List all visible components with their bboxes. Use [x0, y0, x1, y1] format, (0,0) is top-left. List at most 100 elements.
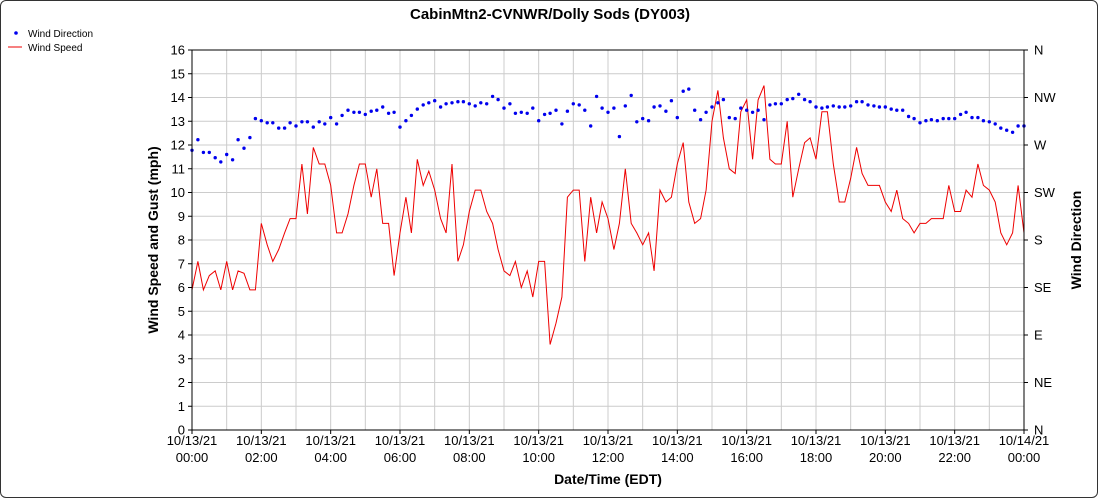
wind-direction-point — [323, 122, 327, 126]
y-tick-label: 12 — [171, 138, 185, 153]
wind-direction-point — [225, 152, 229, 157]
y-tick-label: 5 — [178, 304, 185, 319]
wind-direction-point — [589, 124, 593, 128]
wind-direction-point — [623, 104, 627, 108]
wind-direction-point — [317, 120, 321, 124]
wind-direction-point — [635, 120, 639, 124]
x-tick-date: 10/13/21 — [860, 433, 911, 448]
wind-direction-point — [750, 110, 755, 115]
wind-direction-point — [716, 101, 720, 105]
wind-direction-point — [727, 115, 731, 120]
wind-direction-point — [958, 112, 963, 117]
wind-direction-point — [872, 104, 876, 108]
wind-direction-point — [877, 105, 882, 109]
wind-speed-series — [191, 85, 1025, 345]
wind-direction-point — [253, 116, 258, 121]
wind-direction-point — [721, 97, 726, 102]
wind-direction-point — [837, 105, 841, 109]
wind-direction-point — [363, 112, 367, 117]
legend-direction-marker — [14, 31, 18, 35]
y2-tick-label: SW — [1034, 185, 1056, 200]
wind-direction-point — [843, 105, 847, 109]
wind-direction-point — [554, 108, 558, 112]
plot-area-border — [191, 49, 1025, 431]
wind-direction-point — [745, 108, 749, 112]
wind-direction-point — [918, 121, 922, 125]
y2-tick-label: NE — [1034, 375, 1052, 390]
wind-direction-point — [386, 111, 391, 116]
wind-direction-point — [537, 119, 541, 123]
y-tick-label: 6 — [178, 280, 185, 295]
y-tick-label: 0 — [178, 423, 185, 438]
wind-direction-point — [508, 102, 512, 106]
wind-direction-point — [669, 99, 674, 103]
wind-direction-point — [935, 119, 939, 123]
y-tick-label: 4 — [178, 328, 185, 343]
wind-direction-point — [300, 120, 304, 124]
x-tick-time: 02:00 — [245, 450, 278, 465]
y2-tick-label: S — [1034, 233, 1043, 248]
wind-direction-point — [577, 103, 581, 107]
wind-direction-point — [866, 103, 870, 107]
wind-direction-point — [294, 124, 298, 128]
wind-direction-point — [305, 120, 310, 124]
wind-direction-point — [259, 119, 263, 123]
wind-direction-point — [901, 108, 905, 112]
wind-direction-point — [346, 108, 350, 112]
wind-direction-point — [895, 108, 899, 112]
wind-speed-line — [191, 85, 1025, 345]
wind-direction-point — [912, 116, 916, 121]
wind-direction-point — [525, 111, 529, 116]
wind-direction-point — [201, 150, 206, 155]
wind-direction-point — [1016, 124, 1020, 128]
wind-direction-point — [693, 108, 697, 112]
wind-direction-point — [571, 102, 575, 106]
legend: Wind Direction Wind Speed — [8, 29, 93, 54]
y2-axis-ticks: N NE E SE S SW W NW N — [1024, 43, 1056, 438]
wind-direction-point — [230, 158, 235, 162]
y-tick-label: 2 — [178, 375, 185, 390]
wind-direction-point — [479, 101, 483, 105]
x-tick-date: 10/13/21 — [236, 433, 287, 448]
wind-direction-point — [802, 97, 807, 102]
wind-direction-point — [392, 110, 396, 115]
x-tick-time: 00:00 — [1008, 450, 1041, 465]
wind-direction-point — [658, 104, 662, 108]
wind-direction-point — [531, 106, 535, 110]
x-axis-title: Date/Time (EDT) — [554, 471, 662, 487]
wind-direction-point — [889, 107, 893, 111]
x-tick-time: 10:00 — [522, 450, 555, 465]
wind-direction-point — [704, 110, 708, 115]
wind-direction-point — [450, 101, 454, 105]
wind-direction-point — [219, 160, 223, 164]
x-tick-time: 08:00 — [453, 450, 486, 465]
x-tick-date: 10/14/21 — [999, 433, 1050, 448]
wind-direction-point — [329, 115, 333, 120]
wind-direction-point — [1010, 130, 1015, 134]
wind-direction-point — [710, 105, 714, 109]
wind-direction-point — [739, 106, 743, 110]
wind-direction-point — [519, 110, 523, 115]
wind-direction-point — [421, 103, 425, 107]
wind-direction-point — [768, 103, 772, 107]
wind-direction-point — [502, 106, 506, 110]
y-tick-label: 14 — [171, 90, 185, 105]
wind-direction-point — [629, 93, 633, 98]
x-tick-time: 18:00 — [800, 450, 833, 465]
wind-direction-point — [606, 110, 610, 115]
y2-tick-label: N — [1034, 43, 1043, 58]
wind-direction-point — [970, 115, 974, 120]
x-tick-time: 20:00 — [869, 450, 902, 465]
x-tick-date: 10/13/21 — [513, 433, 564, 448]
wind-direction-point — [473, 104, 477, 108]
wind-direction-point — [548, 111, 552, 116]
y-tick-label: 15 — [171, 66, 185, 81]
wind-direction-point — [444, 102, 448, 106]
wind-direction-point — [941, 116, 945, 121]
y2-axis-title: Wind Direction — [1068, 191, 1084, 290]
x-tick-time: 06:00 — [384, 450, 417, 465]
wind-direction-point — [282, 126, 287, 130]
x-tick-date: 10/13/21 — [444, 433, 495, 448]
